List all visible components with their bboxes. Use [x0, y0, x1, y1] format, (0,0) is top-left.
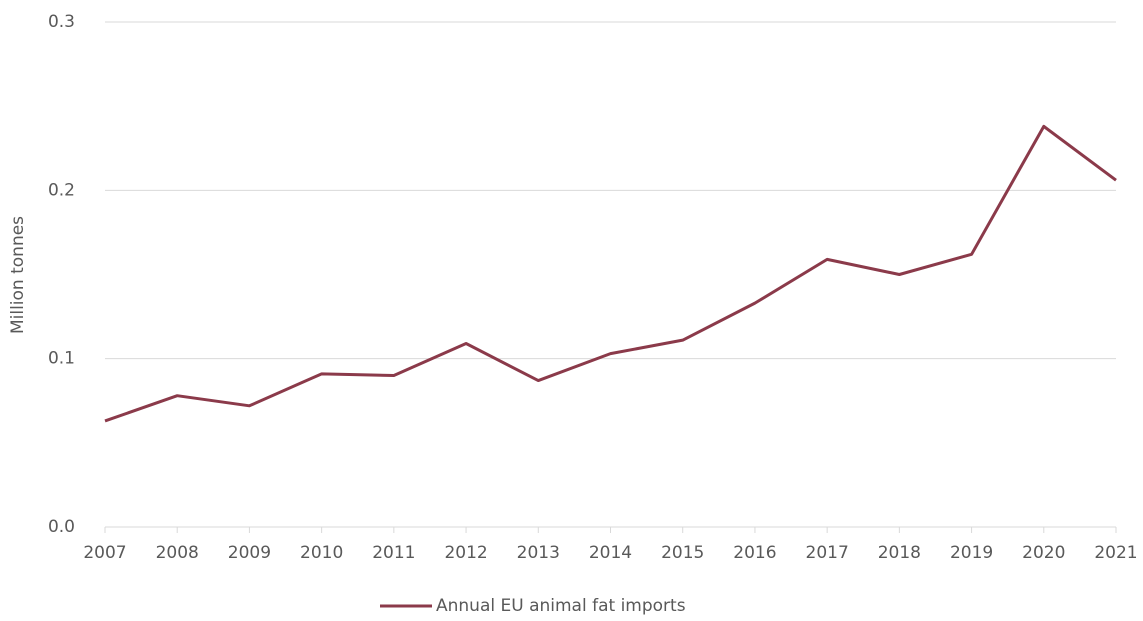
y-tick-label: 0.3 [48, 12, 75, 32]
x-tick-label: 2019 [950, 543, 993, 563]
x-tick-label: 2013 [517, 543, 560, 563]
x-tick-label: 2012 [444, 543, 487, 563]
data-line [104, 124, 1117, 423]
x-tick-label: 2008 [156, 543, 199, 563]
x-tick-label: 2016 [733, 543, 776, 563]
x-tick-label: 2014 [589, 543, 632, 563]
x-tick-label: 2017 [806, 543, 849, 563]
x-tick-label: 2015 [661, 543, 704, 563]
y-tick-label: 0.0 [48, 517, 75, 537]
x-tick-label: 2007 [83, 543, 126, 563]
x-tick-label: 2021 [1094, 543, 1137, 563]
x-tick-label: 2020 [1022, 543, 1065, 563]
y-tick-label: 0.2 [48, 180, 75, 200]
y-axis-label: Million tonnes [8, 216, 28, 334]
x-tick-label: 2011 [372, 543, 415, 563]
x-tick-label: 2009 [228, 543, 271, 563]
legend-label: Annual EU animal fat imports [436, 596, 686, 616]
y-tick-label: 0.1 [48, 349, 75, 369]
x-tick-label: 2010 [300, 543, 343, 563]
x-tick-label: 2018 [878, 543, 921, 563]
